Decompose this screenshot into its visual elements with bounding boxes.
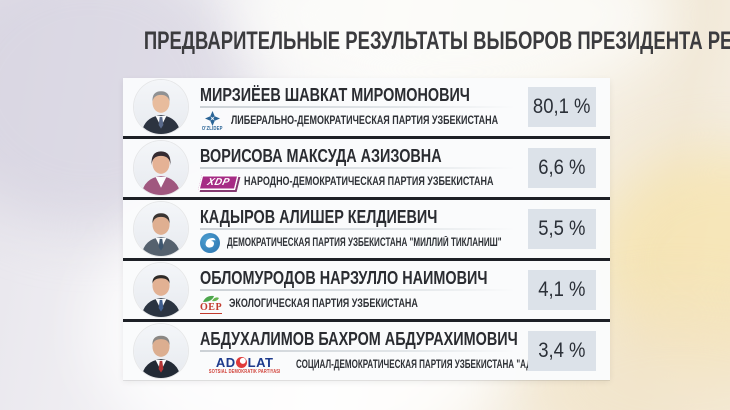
oep-logo-text: OEP — [200, 301, 223, 314]
person-silhouette-icon — [141, 151, 181, 195]
divider — [200, 167, 515, 169]
adolat-logo-text-right: LAT — [247, 354, 274, 370]
party-name: СОЦИАЛ-ДЕМОКРАТИЧЕСКАЯ ПАРТИЯ УЗБЕКИСТАН… — [296, 359, 559, 371]
oep-logo: OEP — [200, 295, 223, 314]
page-title-text: ПРЕДВАРИТЕЛЬНЫЕ РЕЗУЛЬТАТЫ ВЫБОРОВ ПРЕЗИ… — [143, 27, 730, 55]
percent-badge: 4,1 % — [528, 270, 596, 310]
row-separator — [123, 319, 610, 322]
candidate-photo — [134, 263, 188, 317]
results-board: МИРЗИЁЕВ ШАВКАТ МИРОМОНОВИЧ O'ZLIDEP ЛИБ… — [123, 78, 610, 380]
candidate-row: МИРЗИЁЕВ ШАВКАТ МИРОМОНОВИЧ O'ZLIDEP ЛИБ… — [123, 78, 610, 136]
candidate-photo — [134, 80, 188, 134]
candidate-name: МИРЗИЁЕВ ШАВКАТ МИРОМОНОВИЧ — [200, 85, 470, 105]
person-silhouette-icon — [141, 335, 181, 378]
leaf-icon — [203, 295, 220, 302]
divider — [200, 106, 515, 108]
divider — [200, 228, 515, 230]
party-name: ДЕМОКРАТИЧЕСКАЯ ПАРТИЯ УЗБЕКИСТАНА "МИЛЛ… — [227, 237, 502, 249]
person-silhouette-icon — [141, 275, 181, 317]
ozlidep-logo: O'ZLIDEP — [200, 110, 224, 132]
row-separator — [123, 258, 610, 261]
milliy-tiklanish-logo — [200, 233, 220, 253]
divider — [200, 350, 515, 352]
person-silhouette-icon — [141, 213, 181, 256]
percent-badge: 3,4 % — [528, 331, 596, 371]
divider — [200, 289, 515, 291]
adolat-logo-caption: SOTSIAL DEMOKRATIK PARTIYASI — [208, 368, 281, 375]
row-separator — [123, 136, 610, 139]
adolat-logo-text-left: AD — [215, 354, 236, 370]
percent-badge: 80,1 % — [528, 87, 596, 127]
xdp-logo: XDP — [198, 174, 239, 190]
page-title: ПРЕДВАРИТЕЛЬНЫЕ РЕЗУЛЬТАТЫ ВЫБОРОВ ПРЕЗИ… — [0, 27, 730, 56]
percent-badge: 5,5 % — [528, 209, 596, 249]
party-name: ЭКОЛОГИЧЕСКАЯ ПАРТИЯ УЗБЕКИСТАНА — [229, 298, 418, 310]
xdp-logo-text: XDP — [206, 176, 231, 188]
candidate-photo — [134, 202, 188, 256]
candidate-row: ОБЛОМУРОДОВ НАРЗУЛЛО НАИМОВИЧ OEP ЭКОЛОГ… — [123, 261, 610, 319]
candidate-photo — [134, 324, 188, 378]
pinwheel-icon — [204, 110, 220, 126]
ozlidep-logo-caption: O'ZLIDEP — [201, 125, 223, 132]
adolat-logo: AD LAT SOTSIAL DEMOKRATIK PARTIYASI — [200, 356, 289, 375]
candidate-row: ВОРИСОВА МАКСУДА АЗИЗОВНА XDP НАРОДНО-ДЕ… — [123, 139, 610, 197]
candidate-name: ВОРИСОВА МАКСУДА АЗИЗОВНА — [200, 146, 442, 166]
party-name: НАРОДНО-ДЕМОКРАТИЧЕСКАЯ ПАРТИЯ УЗБЕКИСТА… — [244, 176, 494, 188]
candidate-row: КАДЫРОВ АЛИШЕР КЕЛДИЕВИЧ ДЕМОКРАТИЧЕСКАЯ… — [123, 200, 610, 258]
row-separator — [123, 197, 610, 200]
person-silhouette-icon — [141, 91, 181, 134]
candidate-name: АБДУХАЛИМОВ БАХРОМ АБДУРАХИМОВИЧ — [200, 329, 518, 349]
party-name: ЛИБЕРАЛЬНО-ДЕМОКРАТИЧЕСКАЯ ПАРТИЯ УЗБЕКИ… — [231, 115, 499, 127]
candidate-name: КАДЫРОВ АЛИШЕР КЕЛДИЕВИЧ — [200, 207, 438, 227]
candidate-row: АБДУХАЛИМОВ БАХРОМ АБДУРАХИМОВИЧ AD LAT … — [123, 322, 610, 380]
dove-icon — [205, 237, 216, 248]
adolat-o-icon — [236, 356, 248, 368]
candidate-name: ОБЛОМУРОДОВ НАРЗУЛЛО НАИМОВИЧ — [200, 268, 488, 288]
candidate-photo — [134, 141, 188, 195]
percent-badge: 6,6 % — [528, 148, 596, 188]
